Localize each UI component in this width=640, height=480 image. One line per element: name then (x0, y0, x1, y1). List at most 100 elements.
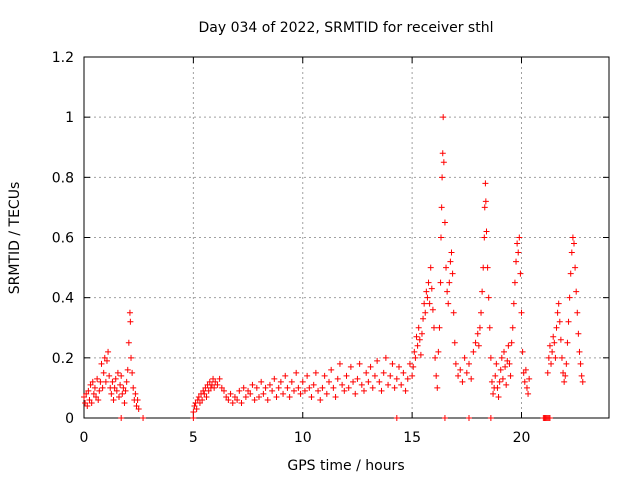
y-tick-label: 0.6 (52, 231, 74, 247)
data-point (552, 354, 559, 361)
data-point (109, 378, 116, 385)
data-point (291, 387, 297, 394)
data-point (212, 378, 219, 385)
data-point (497, 366, 504, 373)
data-point (350, 378, 357, 385)
data-point (457, 366, 464, 373)
data-point (508, 339, 515, 346)
data-point (253, 384, 260, 391)
data-point (218, 384, 225, 391)
data-point (280, 390, 287, 397)
data-point (208, 381, 215, 388)
data-point (551, 339, 558, 346)
data-point (556, 318, 563, 325)
data-point (312, 369, 319, 376)
data-point (352, 390, 359, 397)
data-point (488, 378, 495, 385)
data-point (554, 309, 561, 316)
data-point (494, 384, 501, 391)
data-point (242, 393, 249, 400)
data-point (410, 363, 417, 370)
data-point (191, 402, 198, 409)
data-point (200, 387, 207, 394)
data-point (363, 369, 370, 376)
data-point (205, 387, 212, 394)
data-point (121, 399, 128, 406)
data-point (475, 342, 482, 349)
data-point (411, 348, 418, 355)
data-point (126, 309, 133, 316)
data-point (105, 348, 112, 355)
data-point (336, 360, 343, 367)
data-point (118, 372, 125, 379)
data-point (323, 390, 330, 397)
data-point (293, 369, 300, 376)
data-point (330, 384, 337, 391)
data-point (387, 372, 394, 379)
data-point (382, 354, 389, 361)
data-point (521, 378, 528, 385)
data-point (565, 318, 572, 325)
data-point (566, 294, 573, 301)
data-point (354, 375, 361, 382)
data-point (495, 393, 502, 400)
data-point (134, 396, 141, 403)
data-point (448, 249, 455, 256)
data-point (82, 399, 89, 406)
data-point (328, 366, 335, 373)
data-point (525, 390, 532, 397)
data-point (231, 393, 238, 400)
data-point (343, 372, 350, 379)
y-tick-label: 0.2 (52, 351, 74, 367)
data-point (124, 366, 131, 373)
data-point (249, 381, 256, 388)
data-point (90, 390, 97, 397)
data-point (376, 378, 383, 385)
data-point (490, 390, 497, 397)
data-point (229, 399, 236, 406)
data-point (103, 357, 110, 364)
data-point (393, 375, 400, 382)
data-point (378, 387, 385, 394)
data-point (310, 381, 317, 388)
data-point (575, 330, 582, 337)
data-point (487, 354, 494, 361)
data-point (466, 415, 472, 421)
data-point (402, 387, 409, 394)
data-point (297, 390, 304, 397)
data-point (522, 366, 529, 373)
data-point (446, 279, 453, 286)
data-point (509, 324, 516, 331)
data-point (436, 324, 443, 331)
data-point (502, 363, 509, 370)
data-point (374, 357, 381, 364)
data-point (286, 393, 293, 400)
data-point (81, 393, 87, 400)
data-point (245, 387, 252, 394)
data-point (216, 375, 223, 382)
data-point (240, 384, 247, 391)
y-tick-label: 0.4 (52, 291, 74, 307)
data-point (560, 369, 567, 376)
data-point (266, 381, 273, 388)
y-axis-label: SRMTID / TECUs (7, 182, 23, 295)
data-point (563, 360, 570, 367)
data-point (117, 381, 124, 388)
data-point (459, 378, 466, 385)
data-point (389, 360, 396, 367)
data-point (433, 372, 440, 379)
data-point (369, 384, 376, 391)
data-point (391, 384, 398, 391)
axis-ticks: 0 0.2 0.4 0.6 0.8 1 1.2 0 5 10 15 20 (52, 50, 609, 446)
data-point (301, 387, 308, 394)
data-point (476, 324, 483, 331)
data-point (414, 342, 421, 349)
data-point (576, 348, 583, 355)
data-point (127, 318, 134, 325)
data-point (334, 375, 341, 382)
data-point (339, 381, 346, 388)
data-point (482, 198, 489, 205)
data-point (113, 387, 120, 394)
data-point (428, 285, 435, 292)
data-point (101, 354, 108, 361)
